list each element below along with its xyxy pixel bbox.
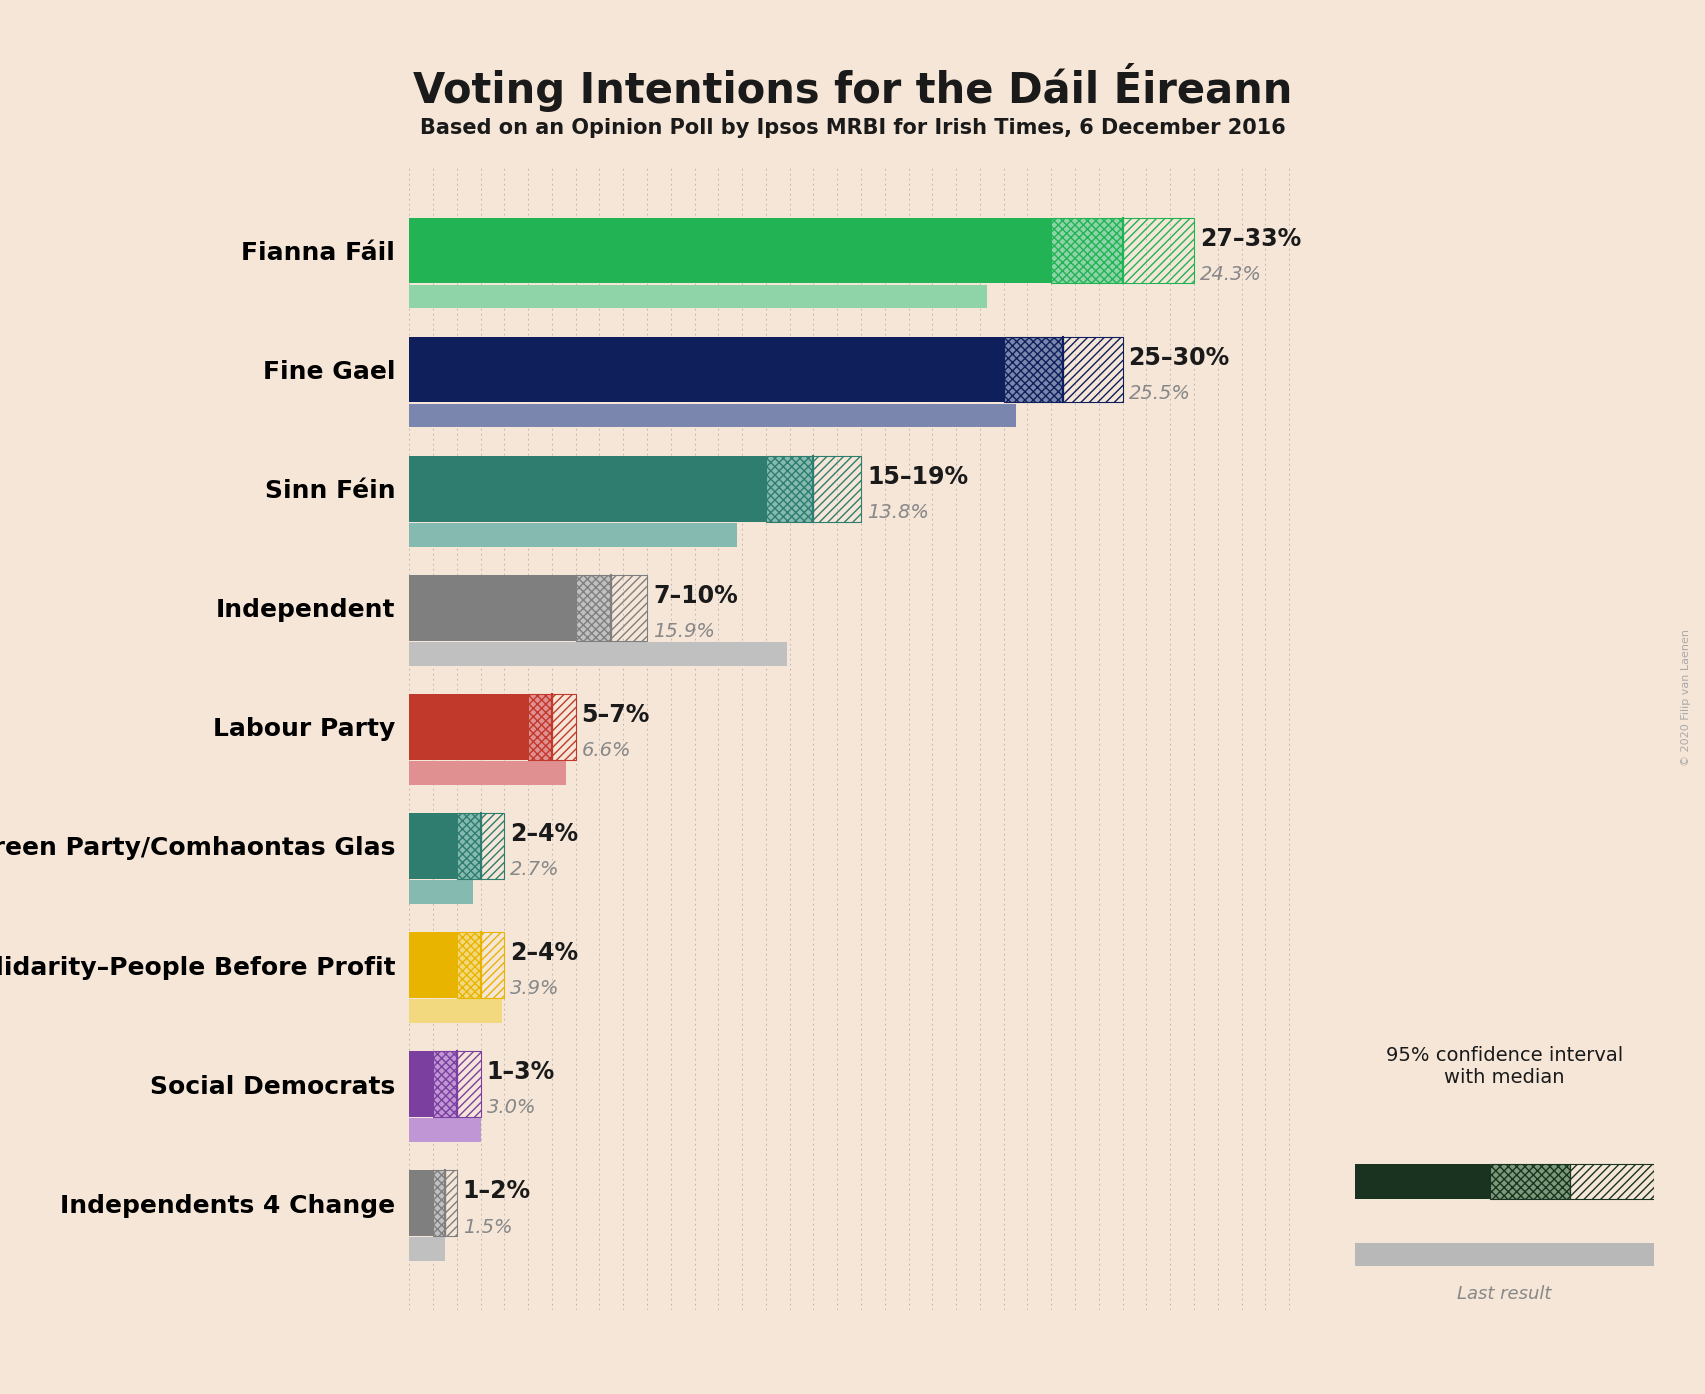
Bar (1355, 1164, 1490, 1199)
Text: 95% confidence interval
with median: 95% confidence interval with median (1386, 1047, 1623, 1087)
Text: 25–30%: 25–30% (1129, 346, 1229, 369)
Text: 2–4%: 2–4% (510, 822, 578, 846)
Text: © 2020 Filip van Laenen: © 2020 Filip van Laenen (1681, 629, 1691, 765)
Bar (1052, 217, 1122, 283)
Bar (409, 761, 566, 785)
Text: 1–2%: 1–2% (462, 1179, 530, 1203)
Bar (409, 456, 766, 521)
Bar (766, 456, 813, 521)
Text: 15.9%: 15.9% (653, 622, 714, 641)
Bar (409, 1118, 481, 1142)
Text: 2.7%: 2.7% (510, 860, 559, 880)
Bar (457, 933, 481, 998)
Text: Based on an Opinion Poll by Ipsos MRBI for Irish Times, 6 December 2016: Based on an Opinion Poll by Ipsos MRBI f… (419, 118, 1286, 138)
Bar (409, 933, 457, 998)
Text: 7–10%: 7–10% (653, 584, 738, 608)
Bar (409, 404, 1016, 428)
Bar (433, 1051, 457, 1117)
Bar (445, 1171, 457, 1236)
Bar (409, 694, 529, 760)
Bar (409, 999, 501, 1023)
Bar (457, 1051, 481, 1117)
Bar (409, 576, 576, 641)
Text: 15–19%: 15–19% (866, 464, 968, 489)
Text: 5–7%: 5–7% (581, 703, 650, 728)
Bar (409, 337, 1004, 403)
Bar (1064, 337, 1122, 403)
Bar (1570, 1164, 1654, 1199)
Text: 13.8%: 13.8% (866, 503, 929, 523)
Text: 6.6%: 6.6% (581, 742, 631, 760)
Text: Last result: Last result (1458, 1285, 1552, 1303)
Bar (576, 576, 612, 641)
Bar (1355, 1243, 1654, 1266)
Bar (552, 694, 576, 760)
Text: Voting Intentions for the Dáil Éireann: Voting Intentions for the Dáil Éireann (413, 63, 1292, 112)
Bar (409, 284, 987, 308)
Text: 25.5%: 25.5% (1129, 383, 1190, 403)
Bar (529, 694, 552, 760)
Bar (409, 813, 457, 878)
Text: 24.3%: 24.3% (1200, 265, 1262, 284)
Text: 2–4%: 2–4% (510, 941, 578, 965)
Bar (409, 641, 788, 665)
Bar (409, 217, 1052, 283)
Bar (409, 1051, 433, 1117)
Text: 3.9%: 3.9% (510, 980, 559, 998)
Bar (409, 1171, 433, 1236)
Bar (1122, 217, 1194, 283)
Bar (1490, 1164, 1570, 1199)
Bar (481, 813, 505, 878)
Bar (813, 456, 861, 521)
Bar (409, 523, 737, 546)
Text: 1.5%: 1.5% (462, 1217, 511, 1236)
Bar (409, 880, 474, 903)
Bar (433, 1171, 445, 1236)
Bar (612, 576, 646, 641)
Text: 3.0%: 3.0% (486, 1098, 535, 1118)
Bar (1004, 337, 1064, 403)
Text: 27–33%: 27–33% (1200, 227, 1301, 251)
Text: 1–3%: 1–3% (486, 1061, 554, 1085)
Bar (481, 933, 505, 998)
Bar (409, 1236, 445, 1262)
Bar (457, 813, 481, 878)
